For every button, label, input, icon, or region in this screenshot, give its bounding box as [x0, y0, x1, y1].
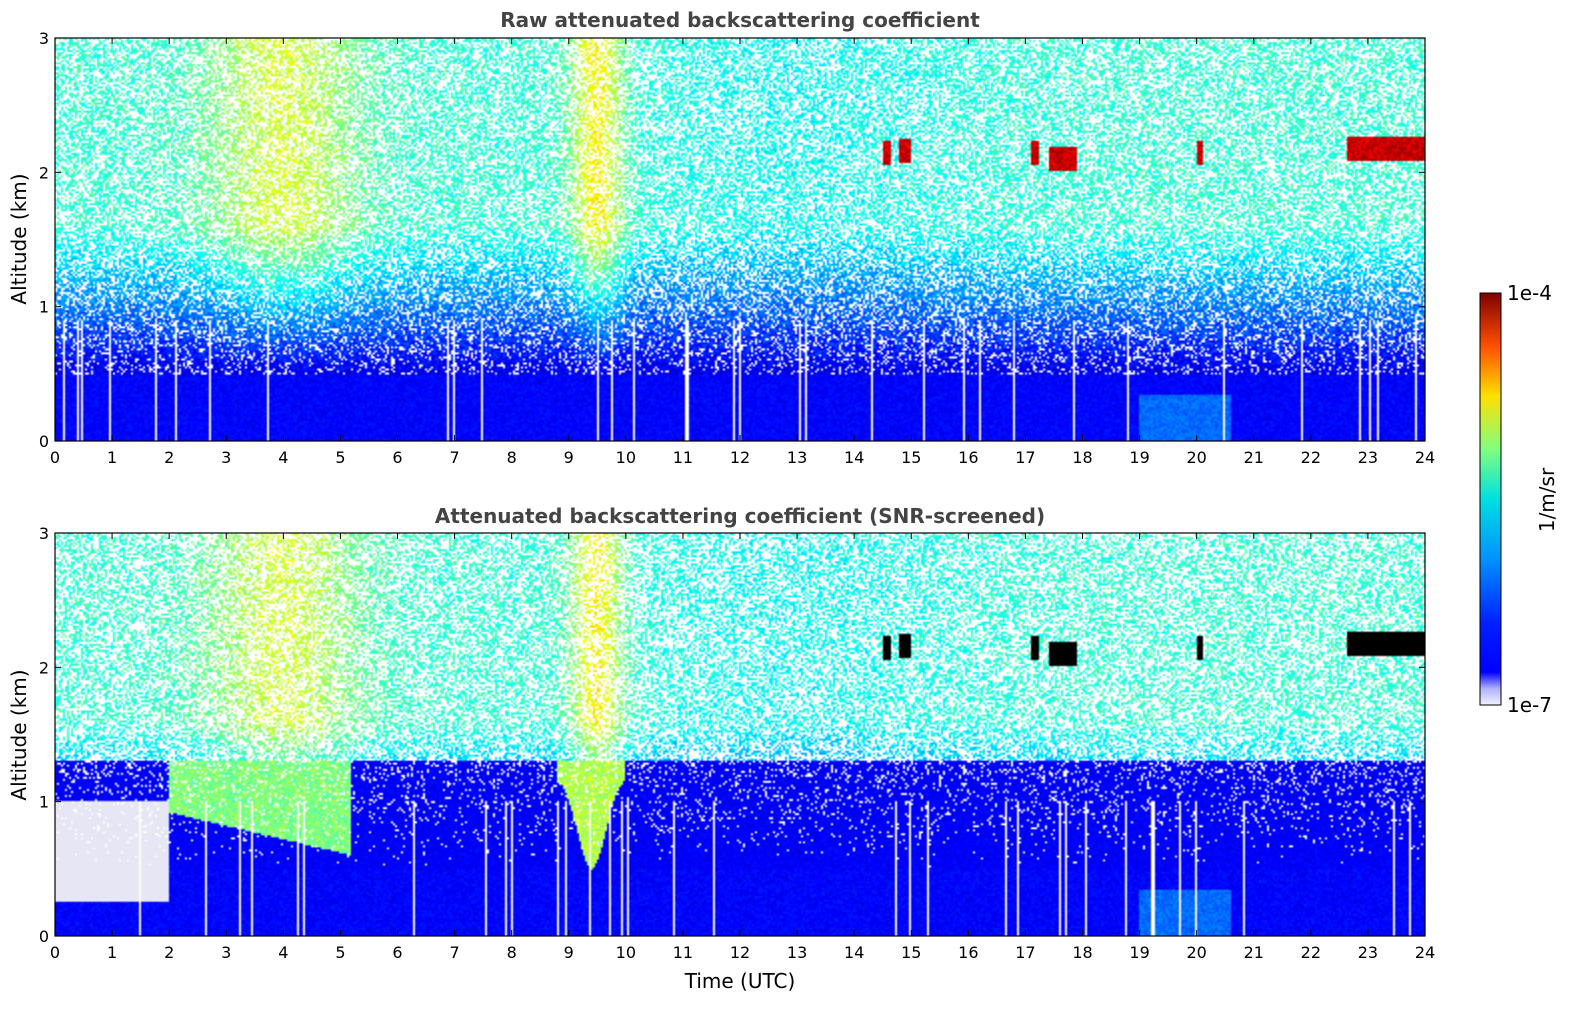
x-tick-label: 24	[1415, 448, 1435, 467]
x-tick-label: 10	[616, 448, 636, 467]
x-tick-label: 18	[1072, 943, 1092, 962]
x-tick-label: 23	[1358, 943, 1378, 962]
x-tick-label: 5	[335, 943, 345, 962]
x-tick-label: 11	[673, 943, 693, 962]
x-tick-label: 19	[1129, 943, 1149, 962]
y-tick-label: 3	[39, 29, 49, 48]
x-axis-ticks: 0 1 2 3 4 5 6 7 8 9 10 11 12 13 14 15 16 17 18 19 20 21 22 23 24	[50, 533, 1435, 962]
colorbar-scale	[1479, 292, 1502, 706]
x-tick-label: 21	[1244, 943, 1264, 962]
y-tick-label: 1	[39, 298, 49, 317]
x-tick-label: 8	[507, 943, 517, 962]
x-axis-ticks: 0 1 2 3 4 5 6 7 8 9 10 11 12 13 14 15 16 17 18 19 20 21 22 23 24	[50, 38, 1435, 467]
x-tick-label: 2	[164, 943, 174, 962]
y-axis-ticks: 0 1 2 3	[39, 524, 1425, 946]
x-tick-label: 15	[901, 943, 921, 962]
heatmap-image	[55, 38, 1425, 441]
x-tick-label: 6	[392, 448, 402, 467]
x-tick-label: 24	[1415, 943, 1435, 962]
x-tick-label: 1	[107, 943, 117, 962]
x-tick-label: 4	[278, 448, 288, 467]
x-tick-label: 6	[392, 943, 402, 962]
x-axis-label: Time (UTC)	[684, 969, 796, 993]
x-tick-label: 3	[221, 448, 231, 467]
x-tick-label: 5	[335, 448, 345, 467]
x-tick-label: 19	[1129, 448, 1149, 467]
x-tick-label: 20	[1186, 943, 1206, 962]
y-tick-label: 0	[39, 927, 49, 946]
heatmap-image	[55, 533, 1425, 936]
x-tick-label: 16	[958, 943, 978, 962]
y-tick-label: 2	[39, 163, 49, 182]
x-tick-label: 16	[958, 448, 978, 467]
x-tick-label: 20	[1186, 448, 1206, 467]
x-tick-label: 8	[507, 448, 517, 467]
x-tick-label: 22	[1301, 448, 1321, 467]
x-tick-label: 15	[901, 448, 921, 467]
x-tick-label: 0	[50, 943, 60, 962]
colorbar-unit-label: 1/m/sr	[1535, 467, 1559, 532]
x-tick-label: 4	[278, 943, 288, 962]
x-tick-label: 12	[730, 448, 750, 467]
x-tick-label: 14	[844, 448, 864, 467]
x-tick-label: 7	[449, 943, 459, 962]
y-tick-label: 0	[39, 432, 49, 451]
colorbar-min-label: 1e-7	[1507, 693, 1552, 717]
panel-snr-screened: Attenuated backscattering coefficient (S…	[7, 504, 1435, 993]
x-tick-label: 17	[1015, 943, 1035, 962]
x-tick-label: 9	[564, 448, 574, 467]
x-tick-label: 10	[616, 943, 636, 962]
x-tick-label: 0	[50, 448, 60, 467]
x-tick-label: 14	[844, 943, 864, 962]
x-tick-label: 9	[564, 943, 574, 962]
x-tick-label: 13	[787, 943, 807, 962]
x-tick-label: 12	[730, 943, 750, 962]
y-axis-ticks: 0 1 2 3	[39, 29, 1425, 451]
y-axis-label: Altitude (km)	[7, 669, 31, 800]
x-tick-label: 11	[673, 448, 693, 467]
x-tick-label: 18	[1072, 448, 1092, 467]
x-tick-label: 21	[1244, 448, 1264, 467]
colorbar: 1e-4 1e-7 1/m/sr	[1479, 281, 1559, 717]
y-tick-label: 2	[39, 658, 49, 677]
chart-title: Raw attenuated backscattering coefficien…	[500, 8, 980, 32]
x-tick-label: 2	[164, 448, 174, 467]
y-tick-label: 1	[39, 793, 49, 812]
x-tick-label: 3	[221, 943, 231, 962]
chart-title: Attenuated backscattering coefficient (S…	[435, 504, 1045, 528]
panel-raw: Raw attenuated backscattering coefficien…	[7, 8, 1435, 467]
x-tick-label: 7	[449, 448, 459, 467]
y-axis-label: Altitude (km)	[7, 173, 31, 304]
y-tick-label: 3	[39, 524, 49, 543]
x-tick-label: 1	[107, 448, 117, 467]
x-tick-label: 17	[1015, 448, 1035, 467]
x-tick-label: 13	[787, 448, 807, 467]
x-tick-label: 22	[1301, 943, 1321, 962]
x-tick-label: 23	[1358, 448, 1378, 467]
colorbar-max-label: 1e-4	[1507, 281, 1552, 305]
